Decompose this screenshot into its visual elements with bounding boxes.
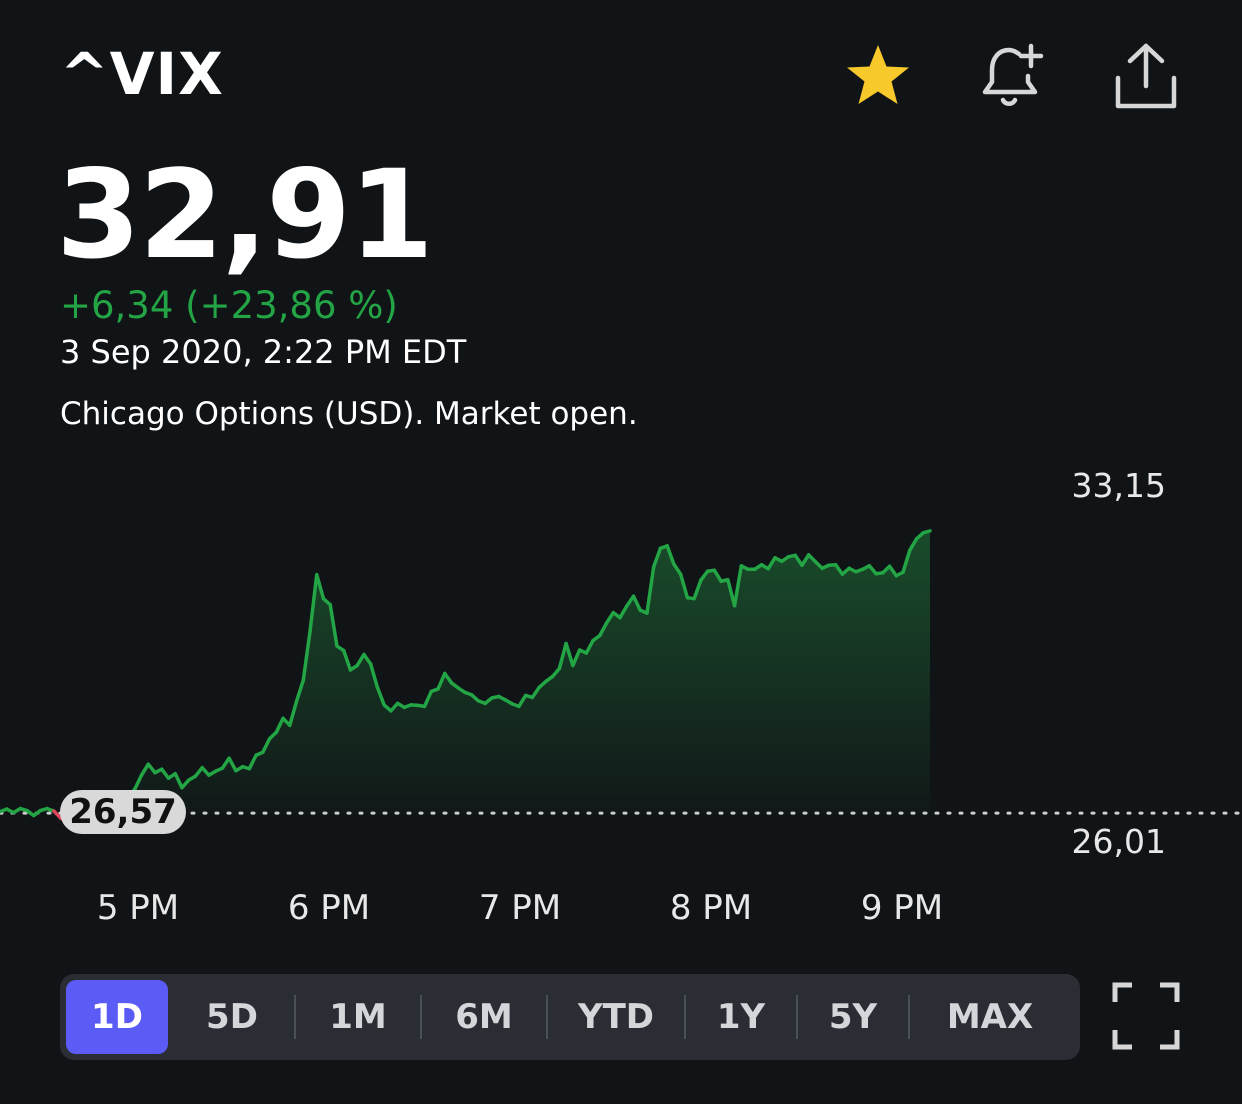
range-button-5y[interactable]: 5Y	[828, 997, 878, 1037]
range-separator	[420, 995, 422, 1039]
chart-line-segment	[146, 762, 157, 775]
chart-line-segment	[301, 629, 312, 683]
chart-line-segment	[294, 678, 306, 704]
chart-line-segment	[833, 563, 845, 576]
range-button-1y[interactable]: 1Y	[716, 997, 766, 1037]
range-button-1m[interactable]: 1M	[329, 997, 387, 1037]
star-icon[interactable]	[842, 36, 914, 116]
chart-line-segment	[584, 638, 595, 655]
chart-line-segment	[227, 756, 238, 773]
chart-line-segment	[274, 716, 285, 735]
chart-line-segment	[645, 565, 656, 615]
ticker-symbol: ^VIX	[60, 40, 224, 108]
chart-line-segment	[564, 641, 575, 668]
chart-line-segment	[288, 699, 299, 728]
header-actions	[842, 36, 1182, 116]
current-price: 32,91	[56, 144, 434, 286]
chart-line-segment	[571, 648, 582, 668]
chart-line-segment	[766, 556, 777, 571]
y-axis-high-label: 33,15	[1071, 466, 1166, 505]
chart-line-segment	[261, 737, 272, 754]
quote-timestamp: 3 Sep 2020, 2:22 PM EDT	[60, 333, 467, 371]
fullscreen-icon[interactable]	[1112, 982, 1180, 1050]
chart-line-segment	[618, 604, 629, 620]
chart-line-segment	[793, 553, 804, 568]
range-button-1d[interactable]: 1D	[66, 980, 168, 1054]
chart-line-segment	[692, 578, 703, 601]
chart-line-segment	[678, 572, 690, 600]
chart-line-segment	[247, 753, 258, 771]
range-button-5d[interactable]: 5D	[206, 997, 258, 1037]
price-chart[interactable]	[0, 450, 1242, 850]
chart-line-segment	[908, 537, 919, 553]
chart-line-segment	[651, 546, 663, 569]
chart-line-segment	[375, 685, 386, 707]
chart-line-segment	[308, 572, 319, 634]
range-separator	[796, 995, 798, 1039]
chart-line-segment	[133, 773, 144, 791]
chart-line-segment	[220, 756, 231, 770]
chart-line-segment	[712, 568, 723, 583]
chart-line-segment	[173, 771, 184, 790]
x-axis-tick-label: 7 PM	[478, 888, 562, 928]
chart-line-segment	[314, 572, 326, 601]
y-axis-low-label: 26,01	[1071, 822, 1166, 861]
range-button-max[interactable]: MAX	[946, 997, 1034, 1037]
chart-line-segment	[887, 564, 899, 578]
previous-close-badge: 26,57	[60, 790, 186, 834]
range-button-6m[interactable]: 6M	[455, 997, 513, 1037]
chart-line-segment	[901, 548, 912, 575]
chart-line-segment	[557, 641, 568, 671]
chart-line-segment	[159, 767, 171, 780]
range-selector: 1D 5D 1M 6M YTD 1Y 5Y MAX	[60, 974, 1080, 1060]
x-axis-tick-label: 8 PM	[669, 888, 753, 928]
x-axis-tick-label: 6 PM	[287, 888, 371, 928]
chart-line-segment	[436, 671, 447, 691]
chart-line-segment	[672, 562, 683, 576]
chart-line-segment	[193, 765, 204, 778]
range-separator	[546, 995, 548, 1039]
exchange-status: Chicago Options (USD). Market open.	[60, 396, 638, 432]
chart-line-segment	[699, 569, 710, 582]
x-axis-tick-label: 5 PM	[96, 888, 180, 928]
chart-line-segment	[517, 693, 528, 709]
range-button-ytd[interactable]: YTD	[577, 997, 655, 1037]
chart-line-segment	[139, 762, 151, 777]
chart-line-segment	[362, 652, 373, 666]
chart-line-segment	[921, 529, 932, 535]
range-separator	[908, 995, 910, 1039]
chart-line-segment	[368, 662, 380, 690]
range-separator	[684, 995, 686, 1039]
chart-line-segment	[604, 610, 616, 625]
chart-line-segment	[732, 564, 744, 608]
chart-line-segment	[328, 602, 339, 648]
chart-line-segment	[341, 648, 353, 672]
range-separator	[294, 995, 296, 1039]
chart-line-segment	[598, 621, 609, 638]
price-change: +6,34 (+23,86 %)	[60, 284, 398, 327]
chart-area-fill	[0, 530, 930, 824]
x-axis-tick-label: 9 PM	[860, 888, 944, 928]
chart-line-segment	[443, 671, 454, 685]
chart-line-segment	[800, 553, 811, 568]
bell-plus-icon[interactable]	[976, 36, 1048, 116]
chart-line-segment	[631, 594, 642, 612]
share-icon[interactable]	[1110, 36, 1182, 116]
chart-line-segment	[530, 685, 541, 700]
chart-line-segment	[665, 544, 676, 567]
chart-line-segment	[355, 652, 366, 668]
chart-line-segment	[422, 689, 434, 709]
chart-line-segment	[726, 577, 737, 608]
